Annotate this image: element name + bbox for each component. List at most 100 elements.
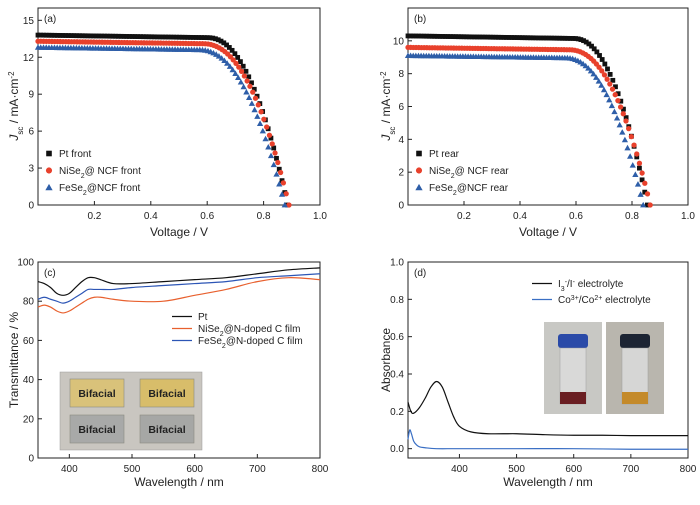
data-point <box>631 142 637 148</box>
data-point <box>104 33 110 39</box>
data-point <box>448 34 453 39</box>
data-point <box>493 34 499 40</box>
inset-film-sample <box>69 414 125 444</box>
y-axis-label: Transmittance / % <box>7 312 21 409</box>
data-point <box>530 35 536 41</box>
data-point <box>275 159 281 166</box>
inset-film-sample <box>139 414 195 444</box>
data-point <box>450 34 456 40</box>
y-tick-label: 10 <box>393 36 405 47</box>
panel-d-absorbance: 400 500 600 700 800 0.0 0.2 0.4 0.6 0.8 1.0 Wavelen… <box>379 258 697 490</box>
data-point <box>490 34 496 40</box>
y-tick-label: 20 <box>23 414 35 425</box>
data-point <box>121 33 127 39</box>
vial-liquid <box>622 392 648 404</box>
legend-label: FeSe2@N-doped C film <box>198 336 303 350</box>
data-point <box>432 33 437 39</box>
data-point <box>612 92 618 98</box>
data-point <box>157 34 163 40</box>
data-point <box>421 33 427 39</box>
data-point <box>570 36 576 41</box>
legend-label: Pt rear <box>429 149 460 160</box>
data-point <box>644 191 651 197</box>
data-point <box>535 35 541 41</box>
data-point <box>88 33 94 39</box>
y-tick-label: 0.0 <box>390 444 404 455</box>
data-point <box>243 88 250 95</box>
data-point <box>611 108 618 115</box>
data-point <box>517 35 523 41</box>
data-point <box>244 78 250 84</box>
data-point <box>251 106 258 113</box>
data-point <box>238 68 245 75</box>
data-point <box>619 129 626 135</box>
data-point <box>624 144 631 151</box>
data-point <box>138 34 144 40</box>
data-point <box>519 35 525 41</box>
data-point <box>276 166 282 172</box>
data-point <box>546 35 552 41</box>
data-point <box>637 165 642 171</box>
data-point <box>514 35 520 40</box>
data-point <box>629 162 636 168</box>
y-tick-label: 9 <box>28 90 34 101</box>
data-point <box>269 141 275 147</box>
data-point <box>647 202 653 208</box>
data-point <box>283 191 289 197</box>
data-point <box>160 34 166 40</box>
y-tick-label: 0.8 <box>390 295 404 306</box>
data-point <box>533 35 539 41</box>
x-tick-label: 800 <box>312 464 329 475</box>
series-line <box>407 429 689 450</box>
x-tick-label: 600 <box>186 464 203 475</box>
data-point <box>527 35 533 41</box>
data-point <box>96 33 102 39</box>
y-tick-label: 3 <box>28 164 34 175</box>
data-point <box>608 102 615 109</box>
data-point <box>506 35 512 40</box>
data-point <box>215 37 221 43</box>
legend-label: NiSe2@ NCF rear <box>429 166 509 180</box>
data-point <box>440 34 445 39</box>
data-point <box>168 34 174 40</box>
data-point <box>458 34 464 40</box>
data-point <box>596 64 602 70</box>
data-point <box>247 83 253 89</box>
data-point <box>71 33 77 39</box>
data-point <box>586 41 592 47</box>
data-point <box>607 71 613 77</box>
data-point <box>233 60 239 66</box>
data-point <box>616 121 623 128</box>
data-point <box>590 70 597 77</box>
data-point <box>504 35 509 40</box>
data-point <box>177 34 182 40</box>
data-point <box>543 35 549 41</box>
inset-film-sample <box>69 378 125 408</box>
data-point <box>179 34 185 40</box>
data-point <box>163 34 168 40</box>
data-point <box>149 34 155 40</box>
data-point <box>77 33 82 39</box>
data-point <box>185 34 191 40</box>
data-point <box>57 33 63 38</box>
y-axis-label: Jsc / mA·cm-2 <box>379 71 397 142</box>
data-point <box>609 86 616 92</box>
vial-liquid <box>560 392 586 404</box>
data-point <box>549 35 555 41</box>
data-point <box>585 65 592 71</box>
data-point <box>613 84 618 90</box>
data-point <box>46 150 52 157</box>
data-point <box>278 191 286 197</box>
plot-frame <box>37 261 321 459</box>
inset-bifacial-label: Bifacial <box>148 388 185 400</box>
data-point <box>445 34 451 39</box>
y-tick-label: 100 <box>17 258 34 269</box>
data-point <box>600 86 608 93</box>
x-axis-label: Wavelength / nm <box>134 475 224 489</box>
data-point <box>68 33 74 38</box>
inset-bifacial-label: Bifacial <box>148 424 185 436</box>
inset-film-sample <box>139 378 195 408</box>
data-point <box>618 98 624 104</box>
data-point <box>488 34 493 40</box>
